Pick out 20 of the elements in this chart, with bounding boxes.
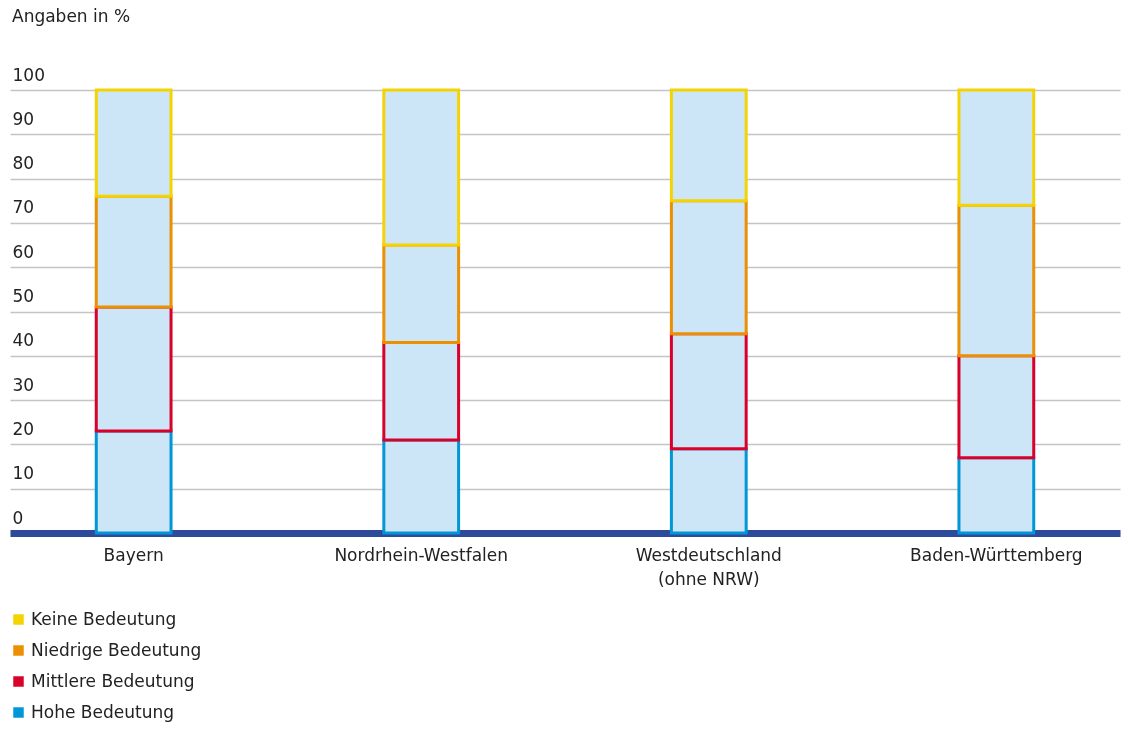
y-tick-label: 0 [12,507,24,528]
y-tick-label: 70 [12,197,35,218]
y-tick-label: 40 [12,330,35,351]
y-tick-label: 90 [12,108,35,129]
x-tick-label: Westdeutschland (ohne NRW) [635,544,782,589]
legend-label: Keine Bedeutung [31,608,177,629]
y-tick-label: 30 [12,374,35,395]
y-tick-label: 100 [12,64,45,85]
legend-label: Mittlere Bedeutung [31,670,195,691]
y-tick-label: 60 [12,241,35,262]
x-tick-label: Baden-Württemberg [910,544,1083,565]
y-tick-label: 50 [12,286,35,306]
legend-label: Niedrige Bedeutung [31,639,202,660]
x-tick-label: Bayern [103,544,164,565]
legend-label: Hohe Bedeutung [31,701,174,722]
y-tick-label: 80 [12,153,35,174]
y-tick-label: 10 [12,463,35,484]
y-tick-label: 20 [12,418,35,439]
y-axis-title: Angaben in % [12,6,131,26]
x-tick-label: Nordrhein-Westfalen [334,544,509,565]
